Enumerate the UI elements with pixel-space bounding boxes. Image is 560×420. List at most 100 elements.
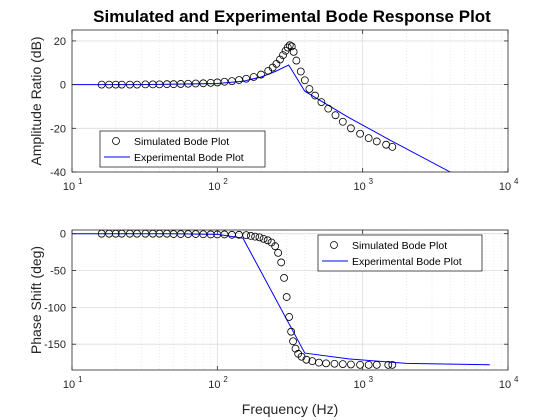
axes-box [71, 229, 509, 371]
simulated-point [364, 134, 373, 143]
y-tick-label: -150 [44, 339, 66, 351]
simulated-point [271, 242, 280, 251]
y-tick-label: -20 [50, 123, 66, 135]
simulated-point [257, 70, 265, 79]
simulated-point [191, 79, 200, 88]
y-axis-label: Amplitude Ratio (dB) [28, 36, 44, 165]
simulated-point [176, 80, 185, 88]
simulated-point [289, 47, 298, 56]
simulated-point [322, 359, 330, 368]
simulated-markers [97, 230, 397, 369]
simulated-point [287, 42, 296, 51]
simulated-point [251, 232, 260, 241]
simulated-point [255, 233, 264, 242]
y-tick-label: 20 [54, 36, 66, 48]
simulated-point [176, 230, 185, 238]
simulated-point [311, 91, 319, 100]
simulated-point [277, 258, 286, 267]
legend-marker-simulated [112, 137, 120, 145]
simulated-point [305, 85, 314, 93]
x-tick-exponent: 3 [369, 177, 374, 186]
simulated-point [330, 359, 339, 368]
x-tick-exponent: 4 [514, 375, 519, 384]
legend-marker-simulated [330, 241, 338, 249]
simulated-point [296, 67, 305, 76]
simulated-point [117, 80, 126, 89]
chart-title: Simulated and Experimental Bode Response… [93, 7, 491, 26]
simulated-point [184, 230, 193, 238]
simulated-point [292, 56, 301, 65]
simulated-point [263, 236, 272, 245]
simulated-point [317, 98, 326, 106]
x-tick-label: 10 [208, 181, 220, 193]
legend-label-experimental: Experimental Bode Plot [134, 152, 244, 164]
simulated-point [220, 77, 229, 86]
simulated-point [276, 55, 284, 64]
legend-box [317, 234, 483, 272]
simulated-point [246, 231, 255, 240]
grid [72, 230, 508, 370]
simulated-point [287, 327, 296, 336]
simulated-point [97, 80, 106, 89]
y-axis-label: Phase Shift (deg) [28, 246, 44, 354]
simulated-point [372, 137, 381, 146]
x-tick-label: 10 [354, 181, 366, 193]
simulated-point [220, 230, 229, 239]
x-tick-label: 10 [499, 181, 511, 193]
simulated-point [285, 313, 294, 321]
x-tick-label: 10 [208, 379, 220, 391]
x-tick-exponent: 1 [78, 375, 83, 384]
legend-label-experimental: Experimental Bode Plot [352, 256, 462, 268]
axes-box [71, 29, 509, 173]
simulated-point [372, 360, 381, 369]
simulated-point [249, 73, 258, 81]
simulated-point [388, 360, 397, 369]
x-tick-label: 10 [354, 379, 366, 391]
simulated-markers [97, 41, 397, 151]
legend-label-simulated: Simulated Bode Plot [134, 136, 229, 148]
simulated-point [364, 360, 373, 369]
simulated-point [356, 129, 364, 138]
simulated-point [274, 248, 283, 257]
simulated-point [285, 41, 294, 50]
experimental-bode-line [72, 233, 490, 366]
simulated-point [280, 273, 288, 282]
simulated-point [199, 79, 208, 88]
simulated-point [302, 355, 311, 364]
simulated-point [141, 80, 150, 89]
x-tick-exponent: 3 [369, 375, 374, 384]
x-axis-label: Frequency (Hz) [242, 401, 338, 417]
x-tick-exponent: 1 [78, 177, 83, 186]
y-tick-label: -100 [44, 302, 66, 314]
x-tick-label: 10 [63, 181, 75, 193]
simulated-point [199, 230, 208, 239]
simulated-point [331, 111, 340, 120]
simulated-point [155, 80, 164, 89]
simulated-point [111, 80, 120, 89]
x-tick-exponent: 2 [223, 177, 228, 186]
y-tick-label: -40 [50, 167, 66, 179]
y-tick-label: -50 [50, 266, 66, 278]
simulated-point [283, 43, 292, 52]
x-tick-exponent: 2 [223, 375, 228, 384]
x-tick-exponent: 4 [514, 177, 519, 186]
simulated-point [347, 124, 355, 133]
simulated-point [300, 76, 309, 85]
simulated-point [191, 230, 200, 238]
simulated-point [356, 360, 364, 369]
legend: Simulated Bode Plot Experimental Bode Plo… [99, 130, 266, 168]
simulated-point [242, 231, 251, 240]
simulated-point [282, 293, 291, 301]
simulated-point [347, 360, 355, 369]
simulated-point [184, 79, 193, 88]
simulated-point [291, 344, 300, 353]
x-tick-label: 10 [499, 379, 511, 391]
simulated-point [235, 76, 243, 84]
simulated-point [324, 104, 333, 113]
x-tick-label: 10 [63, 379, 75, 391]
experimental-bode-line [72, 64, 452, 172]
simulated-point [338, 117, 347, 126]
